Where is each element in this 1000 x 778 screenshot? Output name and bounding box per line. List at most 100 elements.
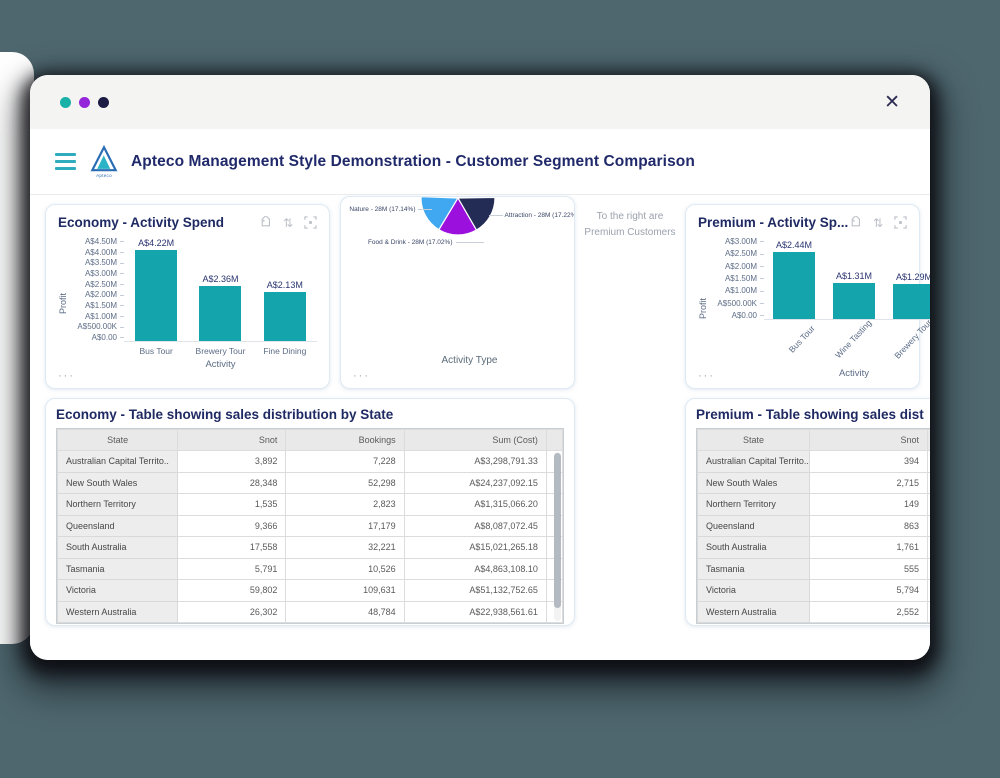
bar[interactable] [199, 286, 242, 341]
column-header-bookings[interactable]: Bookings [285, 429, 405, 451]
pie-leader-line [417, 209, 432, 210]
bar[interactable] [833, 283, 875, 319]
value-cell: 149 [809, 493, 928, 516]
page-title: Apteco Management Style Demonstration - … [131, 152, 695, 170]
table-row: New South Wales 28,348 52,298 A$24,237,092.… [57, 471, 563, 494]
y-tick-label: A$3.50M [70, 259, 124, 267]
table-row: Australian Capital Territo.. 3,892 7,228 A$… [57, 450, 563, 473]
pie-slice-attraction[interactable] [456, 197, 496, 231]
value-cell: 1,535 [177, 493, 287, 516]
focus-icon[interactable] [304, 216, 317, 229]
y-tick-label: A$0.00 [710, 311, 764, 320]
card-overflow-menu[interactable]: ··· [353, 370, 370, 382]
value-cell: A$3,298,791.33 [403, 450, 547, 473]
state-cell: South Australia [57, 536, 179, 559]
y-tick-label: A$0.00 [70, 333, 124, 342]
column-header[interactable] [927, 429, 930, 451]
x-tick-label: Brewery Tour [892, 317, 930, 361]
table-scrollbar[interactable] [554, 452, 561, 621]
state-cell: Northern Territory [57, 493, 179, 516]
pie-axis-title: Activity Type [441, 355, 498, 366]
bar-group: A$2.36M [199, 238, 242, 341]
bar-group: A$1.29M [893, 238, 930, 319]
table-row: Western Australia 2,552 [697, 600, 930, 623]
column-header-state[interactable]: State [697, 429, 810, 451]
y-axis-ticks: A$3.00M A$2.50M A$2.00M A$1.50M A$1.00M A$500… [710, 238, 764, 320]
y-tick-label: A$3.00M [710, 238, 764, 246]
state-cell: Victoria [57, 579, 179, 602]
card-toolbar: ⇅ [259, 216, 317, 229]
pie-label-nature: Nature - 28M (17.14%) [349, 206, 416, 213]
premium-activity-spend-card: Premium - Activity Sp... ⇅ Profit A$3.00M… [685, 204, 930, 389]
y-tick-label: A$2.00M [710, 262, 764, 271]
table-row: New South Wales 2,715 [697, 471, 930, 494]
column-header-sum-cost-[interactable]: Sum (Cost) [403, 429, 547, 451]
value-cell: 3,892 [177, 450, 287, 473]
economy-table-card: Economy - Table showing sales distributi… [45, 398, 575, 626]
bar[interactable] [773, 252, 815, 319]
card-overflow-menu[interactable]: ··· [58, 370, 75, 382]
column-header-state[interactable]: State [57, 429, 179, 451]
tag-icon[interactable] [849, 216, 862, 229]
background-card [0, 52, 34, 644]
apteco-logo-caption: Apteco [96, 173, 112, 178]
hamburger-menu-icon[interactable] [55, 153, 76, 170]
y-tick-label: A$3.00M [70, 269, 124, 278]
economy-table: State Snot Bookings Sum (Cost) Australian Ca… [56, 428, 564, 624]
y-tick-label: A$4.50M [70, 238, 124, 246]
y-tick-label: A$4.00M [70, 248, 124, 257]
value-cell: 32,221 [285, 536, 405, 559]
y-axis-ticks: A$4.50M A$4.00M A$3.50M A$3.00M A$2.50M A$2.0… [70, 238, 124, 342]
bar-group: A$2.44M [773, 238, 815, 319]
value-cell [927, 579, 930, 602]
sort-icon[interactable]: ⇅ [872, 215, 883, 230]
sort-icon[interactable]: ⇅ [282, 215, 293, 230]
value-cell: A$15,021,265.18 [403, 536, 547, 559]
state-cell: Queensland [57, 514, 179, 537]
bar[interactable] [893, 284, 930, 319]
bar-value-label: A$1.29M [895, 272, 930, 282]
value-cell: 17,558 [177, 536, 287, 559]
state-cell: Northern Territory [697, 493, 810, 516]
plot-area: A$4.22M A$2.36M A$2.13M [124, 238, 317, 342]
value-cell: 59,802 [177, 579, 287, 602]
value-cell: 2,552 [809, 600, 928, 623]
app-header: Apteco Apteco Management Style Demonstra… [30, 129, 930, 195]
y-tick-label: A$500.00K [710, 299, 764, 308]
table-row: Western Australia 26,302 48,784 A$22,938,56… [57, 600, 563, 623]
economy-bar-chart: Profit A$4.50M A$4.00M A$3.50M A$3.00M A$2.50… [58, 238, 317, 370]
column-header[interactable] [545, 429, 563, 451]
y-tick-label: A$500.00K [70, 323, 124, 331]
table-scrollbar-thumb[interactable] [554, 453, 561, 609]
premium-table: State Snot Australian Capital Territo.. 394… [696, 428, 930, 624]
bar[interactable] [135, 250, 178, 341]
note-text: To the right are Premium Customers [584, 211, 676, 238]
bar-group: A$2.13M [263, 238, 306, 341]
close-icon[interactable]: ✕ [884, 91, 900, 113]
y-tick-label: A$1.50M [70, 301, 124, 310]
state-cell: Queensland [697, 514, 810, 537]
x-axis-labels: Bus Tour Brewery Tour Fine Dining [124, 342, 317, 356]
value-cell [927, 450, 930, 473]
state-cell: Tasmania [697, 557, 810, 580]
column-header-snot[interactable]: Snot [177, 429, 287, 451]
x-tick-label: Wine Tasting [833, 317, 874, 361]
table-row: Queensland 863 [697, 514, 930, 537]
value-cell [927, 471, 930, 494]
value-cell: 7,228 [285, 450, 405, 473]
value-cell: 17,179 [285, 514, 405, 537]
card-title: Economy - Table showing sales distributi… [56, 407, 394, 422]
window-titlebar: ✕ [30, 75, 930, 129]
x-axis-title: Activity [205, 359, 236, 370]
value-cell: A$8,087,072.45 [403, 514, 547, 537]
focus-icon[interactable] [894, 216, 907, 229]
bar-value-label: A$2.36M [202, 274, 239, 284]
state-cell: New South Wales [57, 471, 179, 494]
pie-leader-line [488, 215, 503, 216]
tag-icon[interactable] [259, 216, 272, 229]
bar-value-label: A$1.31M [835, 271, 873, 281]
column-header-snot[interactable]: Snot [809, 429, 928, 451]
bar[interactable] [263, 292, 306, 341]
state-cell: South Australia [697, 536, 810, 559]
card-overflow-menu[interactable]: ··· [698, 370, 715, 382]
